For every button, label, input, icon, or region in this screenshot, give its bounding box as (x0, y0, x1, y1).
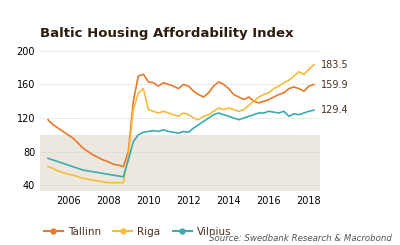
Legend: Tallinn, Riga, Vilnius: Tallinn, Riga, Vilnius (40, 223, 236, 241)
Text: 159.9: 159.9 (321, 80, 349, 89)
Bar (40, 135, 320, 191)
Text: Baltic Housing Affordability Index: Baltic Housing Affordability Index (40, 27, 294, 40)
Text: 183.5: 183.5 (321, 60, 349, 70)
Text: 129.4: 129.4 (321, 105, 349, 115)
Text: Source: Swedbank Research & Macrobond: Source: Swedbank Research & Macrobond (209, 233, 392, 243)
